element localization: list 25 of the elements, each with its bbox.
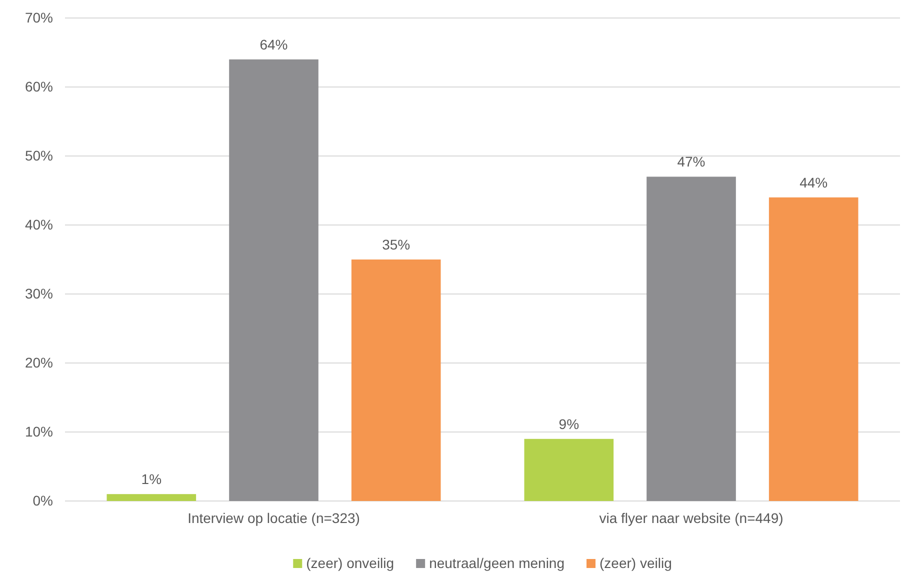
x-tick-label: via flyer naar website (n=449) xyxy=(599,510,784,526)
bar xyxy=(351,260,441,501)
y-tick-label: 50% xyxy=(24,147,53,164)
legend-label: neutraal/geen mening xyxy=(429,555,565,571)
bar xyxy=(768,197,858,501)
data-label: 1% xyxy=(141,471,162,488)
data-label: 35% xyxy=(382,236,410,252)
y-tick-label: 30% xyxy=(24,285,53,302)
y-tick-label: 70% xyxy=(24,9,53,26)
legend-label: (zeer) veilig xyxy=(600,555,672,571)
y-tick-label: 60% xyxy=(24,78,53,94)
y-tick-label: 0% xyxy=(32,492,53,508)
legend-label: (zeer) onveilig xyxy=(306,555,394,571)
bar xyxy=(229,59,318,501)
x-tick-label: Interview op locatie (n=323) xyxy=(188,510,360,526)
y-tick-label: 20% xyxy=(24,354,53,370)
y-tick-label: 40% xyxy=(24,216,53,232)
data-label: 47% xyxy=(677,154,706,170)
data-label: 9% xyxy=(558,416,580,432)
data-label: 44% xyxy=(800,174,828,190)
bar xyxy=(524,438,614,501)
bar xyxy=(646,176,736,501)
y-tick-label: 10% xyxy=(24,423,53,440)
bar xyxy=(106,494,196,501)
data-label: 64% xyxy=(260,36,288,52)
